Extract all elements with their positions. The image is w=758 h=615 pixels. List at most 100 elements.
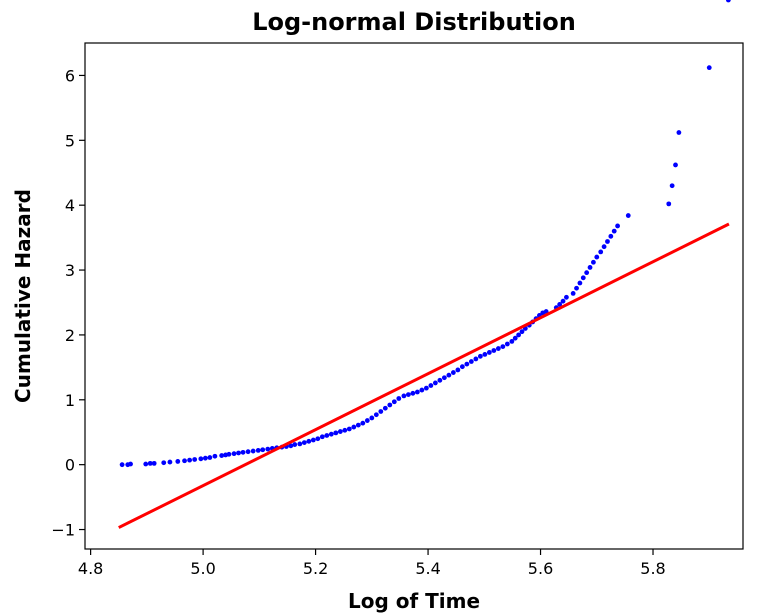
fit-line [118, 222, 730, 529]
data-points [119, 0, 731, 468]
data-point [591, 259, 596, 265]
x-tick-label: 5.8 [640, 559, 665, 578]
data-point [468, 359, 474, 364]
y-tick-label: 0 [65, 456, 75, 475]
data-point [516, 332, 522, 338]
data-point [236, 450, 241, 456]
data-point [519, 329, 525, 335]
chart-title: Log-normal Distribution [252, 8, 576, 36]
data-point [396, 396, 402, 401]
data-point [587, 265, 593, 270]
data-point [574, 285, 579, 291]
data-point [473, 356, 479, 362]
data-point [387, 402, 393, 408]
data-point [491, 348, 497, 353]
data-point [301, 440, 307, 446]
data-point [594, 254, 600, 260]
data-point [509, 339, 515, 344]
data-point [598, 249, 604, 255]
data-point [292, 442, 298, 447]
data-point [423, 385, 429, 391]
y-tick-label: 6 [65, 66, 75, 85]
data-point [378, 409, 384, 414]
data-point [219, 453, 225, 458]
x-axis-label: Log of Time [348, 589, 480, 613]
y-tick-label: −1 [51, 521, 75, 540]
data-point [676, 130, 682, 135]
data-point [337, 429, 343, 434]
data-point [615, 223, 620, 229]
data-point [250, 448, 256, 454]
data-point [119, 462, 125, 468]
data-point [369, 415, 375, 421]
data-point [557, 302, 563, 307]
x-axis-ticks: 4.8 5.0 5.2 5.4 5.6 5.8 [78, 549, 666, 578]
data-point [382, 405, 388, 411]
data-point [673, 162, 678, 168]
data-point [500, 344, 506, 349]
data-point [187, 457, 193, 463]
data-point [625, 213, 631, 218]
data-point [364, 418, 370, 423]
data-point [351, 424, 357, 430]
data-point [355, 422, 361, 428]
data-point [255, 447, 261, 453]
y-tick-label: 1 [65, 391, 75, 410]
data-point [725, 0, 731, 3]
data-point [373, 412, 379, 418]
data-point [669, 183, 675, 189]
data-point [342, 427, 348, 433]
data-point [464, 361, 470, 367]
y-axis-label: Cumulative Hazard [11, 189, 35, 403]
y-tick-label: 2 [65, 326, 75, 345]
y-axis-ticks: −1 0 1 2 3 4 5 6 [51, 66, 85, 540]
data-point [441, 375, 447, 381]
data-point [512, 335, 518, 341]
data-point [560, 298, 566, 304]
data-point [611, 228, 617, 234]
data-point [167, 459, 173, 465]
data-point [580, 275, 586, 281]
data-point [401, 393, 407, 399]
data-point [432, 380, 438, 386]
data-point [405, 392, 411, 398]
data-point [245, 449, 251, 455]
data-point [428, 383, 434, 388]
data-point [570, 291, 576, 296]
data-point [477, 353, 483, 359]
data-point [584, 270, 590, 276]
x-tick-label: 4.8 [78, 559, 103, 578]
data-point [459, 364, 465, 370]
data-point [486, 350, 492, 355]
data-point [202, 455, 208, 461]
data-point [666, 201, 672, 207]
data-point [265, 446, 271, 452]
x-tick-label: 5.4 [415, 559, 440, 578]
data-point [240, 449, 246, 455]
data-point [410, 390, 416, 396]
data-point [306, 438, 312, 444]
data-point [437, 377, 443, 383]
data-point [360, 420, 366, 426]
data-point [414, 389, 420, 395]
plot-area [84, 0, 744, 550]
data-point [577, 280, 583, 286]
data-point [601, 244, 607, 250]
data-point [147, 460, 153, 466]
data-point [333, 430, 339, 436]
plot-frame [84, 42, 744, 550]
data-point [231, 451, 237, 457]
x-tick-label: 5.0 [190, 559, 215, 578]
y-tick-label: 5 [65, 131, 75, 150]
data-point [419, 387, 425, 393]
data-point [608, 233, 614, 239]
data-point [226, 451, 232, 457]
y-tick-label: 4 [65, 196, 75, 215]
data-point [446, 372, 452, 378]
data-point [328, 431, 334, 437]
data-point [161, 460, 167, 466]
data-point [143, 461, 149, 467]
data-point [175, 459, 181, 464]
data-point [495, 346, 501, 351]
